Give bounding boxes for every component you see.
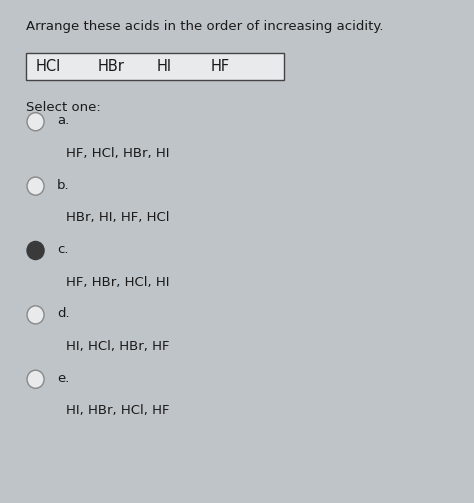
Text: Select one:: Select one: xyxy=(26,101,101,114)
Circle shape xyxy=(27,306,44,324)
Text: b.: b. xyxy=(57,179,70,192)
Text: Arrange these acids in the order of increasing acidity.: Arrange these acids in the order of incr… xyxy=(26,20,383,33)
Text: HF, HBr, HCl, HI: HF, HBr, HCl, HI xyxy=(66,276,170,289)
Text: HI: HI xyxy=(156,59,172,74)
Text: HBr: HBr xyxy=(97,59,124,74)
FancyBboxPatch shape xyxy=(26,53,284,80)
Text: HBr, HI, HF, HCl: HBr, HI, HF, HCl xyxy=(66,211,170,224)
Circle shape xyxy=(27,370,44,388)
Text: HI, HCl, HBr, HF: HI, HCl, HBr, HF xyxy=(66,340,170,353)
Text: e.: e. xyxy=(57,372,69,385)
Circle shape xyxy=(27,177,44,195)
Circle shape xyxy=(27,241,44,260)
Text: HCl: HCl xyxy=(36,59,61,74)
Text: HI, HBr, HCl, HF: HI, HBr, HCl, HF xyxy=(66,404,170,417)
Text: HF: HF xyxy=(211,59,230,74)
Text: c.: c. xyxy=(57,243,68,256)
Circle shape xyxy=(27,113,44,131)
Text: HF, HCl, HBr, HI: HF, HCl, HBr, HI xyxy=(66,147,170,160)
Text: a.: a. xyxy=(57,114,69,127)
Text: d.: d. xyxy=(57,307,70,320)
